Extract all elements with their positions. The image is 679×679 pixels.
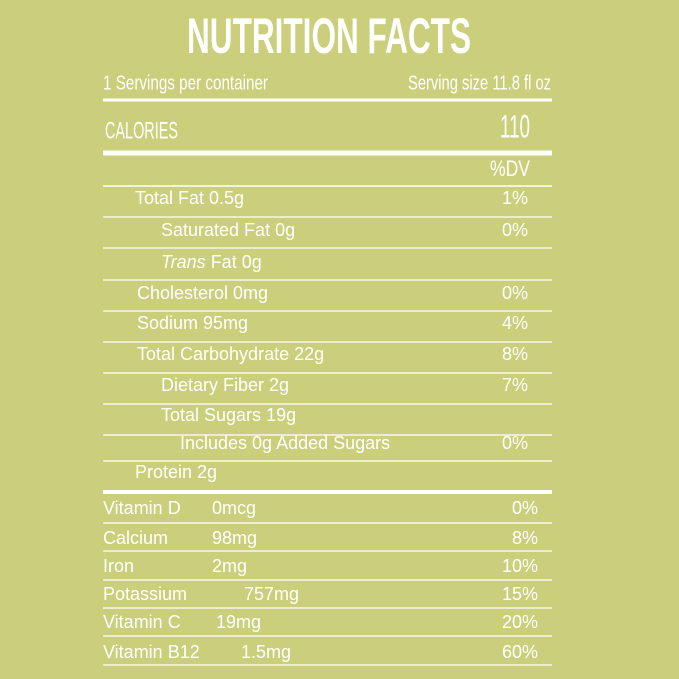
calories-label: CALORIES: [105, 117, 178, 144]
vitamin-amount: 757mg: [244, 584, 299, 604]
nutrient-dv: 0%: [502, 220, 528, 240]
nutrient-dv: 0%: [502, 283, 528, 303]
nutrient-dv: 7%: [502, 375, 528, 395]
nutrient-label: Sodium 95mg: [137, 313, 248, 333]
nutrient-dv: 8%: [502, 344, 528, 364]
nutrient-label: Saturated Fat 0g: [161, 220, 295, 240]
nutrient-label: Protein 2g: [135, 462, 217, 482]
nutrient-label: Total Carbohydrate 22g: [137, 344, 324, 364]
nutrient-dv: 4%: [502, 313, 528, 333]
vitamin-name: Calcium: [103, 528, 168, 548]
servings: 1 Servings per container: [103, 72, 268, 94]
nutrient-dv: 1%: [502, 188, 528, 208]
vitamin-name: Iron: [103, 556, 134, 576]
nutrient-label-italic: Trans: [161, 252, 206, 272]
nutrient-label: Total Fat 0.5g: [135, 188, 244, 208]
nutrient-label: Total Sugars 19g: [161, 405, 296, 425]
vitamin-amount: 0mcg: [212, 498, 256, 518]
vitamin-amount: 2mg: [212, 556, 247, 576]
nutrient-label-rest: Fat 0g: [211, 252, 262, 272]
nutrient-label: Includes 0g Added Sugars: [180, 433, 390, 453]
vitamin-dv: 10%: [502, 556, 538, 576]
calories-value: 110: [500, 108, 530, 144]
title: NUTRITION FACTS: [187, 8, 471, 64]
vitamin-name: Vitamin C: [103, 612, 181, 632]
vitamin-dv: 15%: [502, 584, 538, 604]
nutrient-label: Dietary Fiber 2g: [161, 375, 289, 395]
vitamin-name: Vitamin D: [103, 498, 181, 518]
serving-size: Serving size 11.8 fl oz: [408, 72, 551, 94]
vitamin-amount: 98mg: [212, 528, 257, 548]
vitamin-amount: 19mg: [216, 612, 261, 632]
nutrient-label: Trans Fat 0g: [161, 252, 262, 272]
vitamin-dv: 0%: [512, 498, 538, 518]
vitamin-amount: 1.5mg: [241, 642, 291, 662]
vitamin-name: Vitamin B12: [103, 642, 200, 662]
vitamin-dv: 20%: [502, 612, 538, 632]
nutrient-dv: 0%: [502, 433, 528, 453]
dv-header: %DV: [490, 156, 530, 181]
vitamin-dv: 60%: [502, 642, 538, 662]
vitamin-dv: 8%: [512, 528, 538, 548]
vitamin-name: Potassium: [103, 584, 187, 604]
nutrient-label: Cholesterol 0mg: [137, 283, 268, 303]
